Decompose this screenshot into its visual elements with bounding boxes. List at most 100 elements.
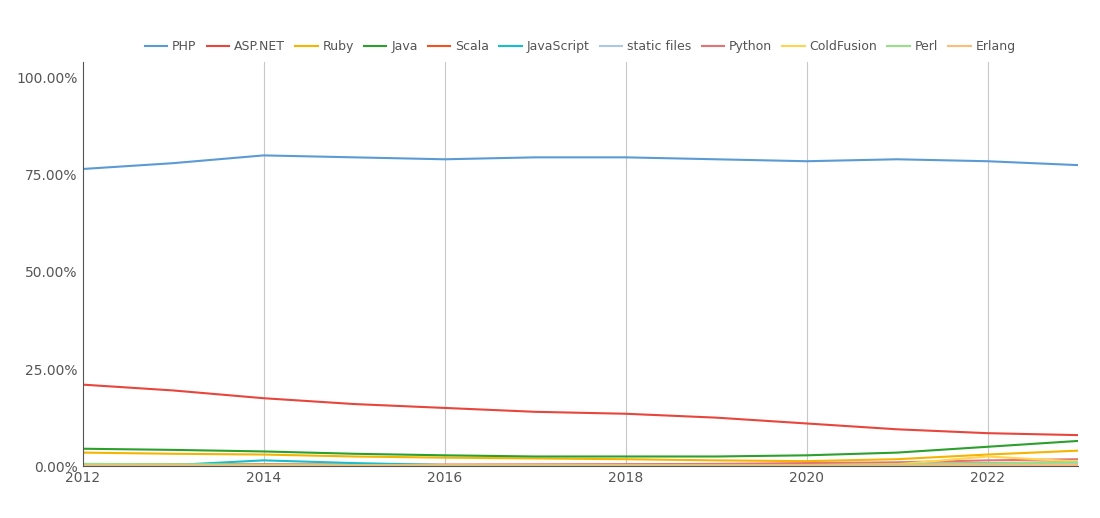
Perl (981, 461, 994, 467)
ASP.NET (800, 421, 813, 427)
static files (348, 462, 361, 468)
Legend: PHP, ASP.NET, Ruby, Java, Scala, JavaScript, static files, Python, ColdFusion, P: PHP, ASP.NET, Ruby, Java, Scala, JavaScr… (140, 35, 1021, 58)
PHP (257, 152, 271, 159)
Line: JavaScript: JavaScript (82, 461, 1078, 465)
static files (619, 462, 632, 468)
Java (890, 450, 903, 456)
ASP.NET (890, 426, 903, 433)
Erlang (438, 463, 451, 469)
Line: ASP.NET: ASP.NET (82, 384, 1078, 435)
Python (76, 462, 89, 468)
Ruby (710, 457, 723, 464)
Line: Python: Python (82, 459, 1078, 465)
Ruby (800, 458, 813, 464)
Erlang (800, 463, 813, 469)
Python (348, 462, 361, 468)
ASP.NET (348, 401, 361, 407)
static files (710, 462, 723, 468)
ASP.NET (528, 409, 541, 415)
ColdFusion (800, 462, 813, 468)
Scala (981, 460, 994, 466)
Scala (710, 462, 723, 468)
Scala (76, 461, 89, 467)
Ruby (348, 453, 361, 459)
Perl (76, 461, 89, 467)
Line: Scala: Scala (82, 462, 1078, 465)
ColdFusion (619, 462, 632, 468)
PHP (438, 156, 451, 163)
Scala (619, 462, 632, 468)
PHP (348, 154, 361, 161)
Erlang (981, 462, 994, 468)
Line: Erlang: Erlang (82, 465, 1078, 466)
Perl (619, 462, 632, 468)
JavaScript (981, 461, 994, 467)
Perl (890, 462, 903, 468)
Python (528, 462, 541, 468)
PHP (710, 156, 723, 163)
Erlang (257, 463, 271, 469)
static files (890, 461, 903, 467)
static files (981, 461, 994, 467)
ASP.NET (257, 395, 271, 401)
Python (257, 462, 271, 468)
JavaScript (257, 457, 271, 464)
JavaScript (528, 462, 541, 468)
PHP (76, 166, 89, 172)
static files (800, 462, 813, 468)
Erlang (890, 463, 903, 469)
Java (800, 452, 813, 458)
static files (257, 462, 271, 468)
Erlang (166, 463, 179, 469)
Java (76, 445, 89, 452)
Erlang (528, 463, 541, 469)
Java (981, 443, 994, 450)
JavaScript (166, 462, 179, 468)
JavaScript (348, 460, 361, 466)
ASP.NET (710, 414, 723, 421)
Ruby (981, 451, 994, 458)
Perl (800, 462, 813, 468)
Java (619, 453, 632, 459)
PHP (166, 160, 179, 166)
ColdFusion (76, 462, 89, 468)
Perl (348, 462, 361, 468)
Python (710, 461, 723, 467)
ColdFusion (981, 453, 994, 459)
PHP (528, 154, 541, 161)
Line: Ruby: Ruby (82, 451, 1078, 461)
ASP.NET (76, 381, 89, 387)
Python (619, 461, 632, 467)
Ruby (438, 455, 451, 461)
Erlang (1071, 462, 1085, 468)
static files (166, 462, 179, 468)
ASP.NET (166, 387, 179, 394)
Scala (257, 461, 271, 467)
Scala (800, 462, 813, 468)
Python (981, 457, 994, 464)
Line: static files: static files (82, 463, 1078, 465)
Scala (166, 461, 179, 467)
static files (76, 462, 89, 468)
Java (710, 453, 723, 459)
Java (166, 447, 179, 453)
Scala (528, 462, 541, 468)
ColdFusion (166, 462, 179, 468)
ColdFusion (890, 461, 903, 467)
Java (257, 448, 271, 455)
JavaScript (800, 462, 813, 468)
PHP (890, 156, 903, 163)
JavaScript (1071, 460, 1085, 466)
Line: Java: Java (82, 441, 1078, 456)
Ruby (528, 455, 541, 462)
ColdFusion (1071, 458, 1085, 465)
PHP (1071, 162, 1085, 168)
Perl (166, 461, 179, 467)
JavaScript (619, 462, 632, 468)
Line: ColdFusion: ColdFusion (82, 456, 1078, 465)
JavaScript (438, 462, 451, 468)
Perl (710, 462, 723, 468)
Perl (1071, 459, 1085, 465)
static files (1071, 460, 1085, 466)
Ruby (619, 456, 632, 462)
